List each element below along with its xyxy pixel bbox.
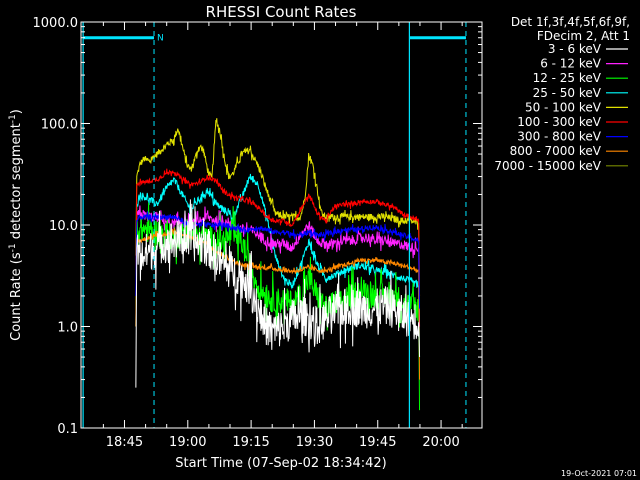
y-axis: 0.1 1.0 10.0 100.0 1000.0: [33, 16, 482, 437]
y-axis-label: Count Rate (s-1 detector segment-1): [8, 109, 24, 341]
legend-entry-label: 100 - 300 keV: [517, 115, 601, 129]
y-axis-label-exponent: -1: [8, 243, 18, 252]
x-tick-label: 19:45: [359, 435, 396, 450]
x-tick-label: 19:15: [232, 435, 269, 450]
y-tick-label: 10.0: [49, 219, 78, 234]
x-tick-label: 20:00: [422, 435, 459, 450]
legend-entry-label: 50 - 100 keV: [525, 100, 602, 114]
legend-entry-label: 300 - 800 keV: [517, 130, 601, 144]
series-line: [135, 227, 421, 380]
legend-entry-label: 6 - 12 keV: [540, 57, 602, 71]
x-tick-label: 19:00: [169, 435, 206, 450]
series-line: [135, 211, 421, 309]
legend-entry-label: 3 - 6 keV: [548, 42, 602, 56]
legend-entry-label: 800 - 7000 keV: [510, 144, 602, 158]
legend-entry-label: 7000 - 15000 keV: [494, 159, 601, 173]
legend-header-line: FDecim 2, Att 1: [537, 29, 630, 43]
legend-entry-label: 12 - 25 keV: [533, 71, 602, 85]
x-axis: 18:45 19:00 19:15 19:30 19:45 20:00: [102, 22, 463, 450]
chart-title: RHESSI Count Rates: [206, 3, 357, 21]
series-line: [135, 168, 421, 296]
date-stamp: 19-Oct-2021 07:01: [561, 469, 637, 478]
marker-label: N: [157, 34, 164, 44]
marker-layer: N: [82, 22, 467, 428]
y-tick-label: 0.1: [57, 422, 78, 437]
legend-header-line: Det 1f,3f,4f,5f,6f,9f,: [511, 15, 630, 29]
series-line: [135, 199, 421, 388]
series-layer: [135, 118, 421, 411]
x-axis-label: Start Time (07-Sep-02 18:34:42): [175, 456, 386, 471]
series-line: [135, 118, 421, 296]
y-tick-label: 1.0: [57, 321, 78, 336]
y-axis-label-exponent: -1: [8, 114, 18, 123]
legend-entry-label: 25 - 50 keV: [533, 86, 602, 100]
y-tick-label: 100.0: [41, 118, 78, 133]
x-tick-label: 19:30: [296, 435, 333, 450]
series-line: [135, 173, 421, 358]
y-axis-label-part: Count Rate (s: [9, 252, 24, 341]
y-tick-label: 1000.0: [33, 16, 79, 31]
y-axis-label-part: ): [9, 109, 24, 114]
x-tick-label: 18:45: [106, 435, 143, 450]
y-axis-label-part: detector segment: [9, 123, 24, 243]
